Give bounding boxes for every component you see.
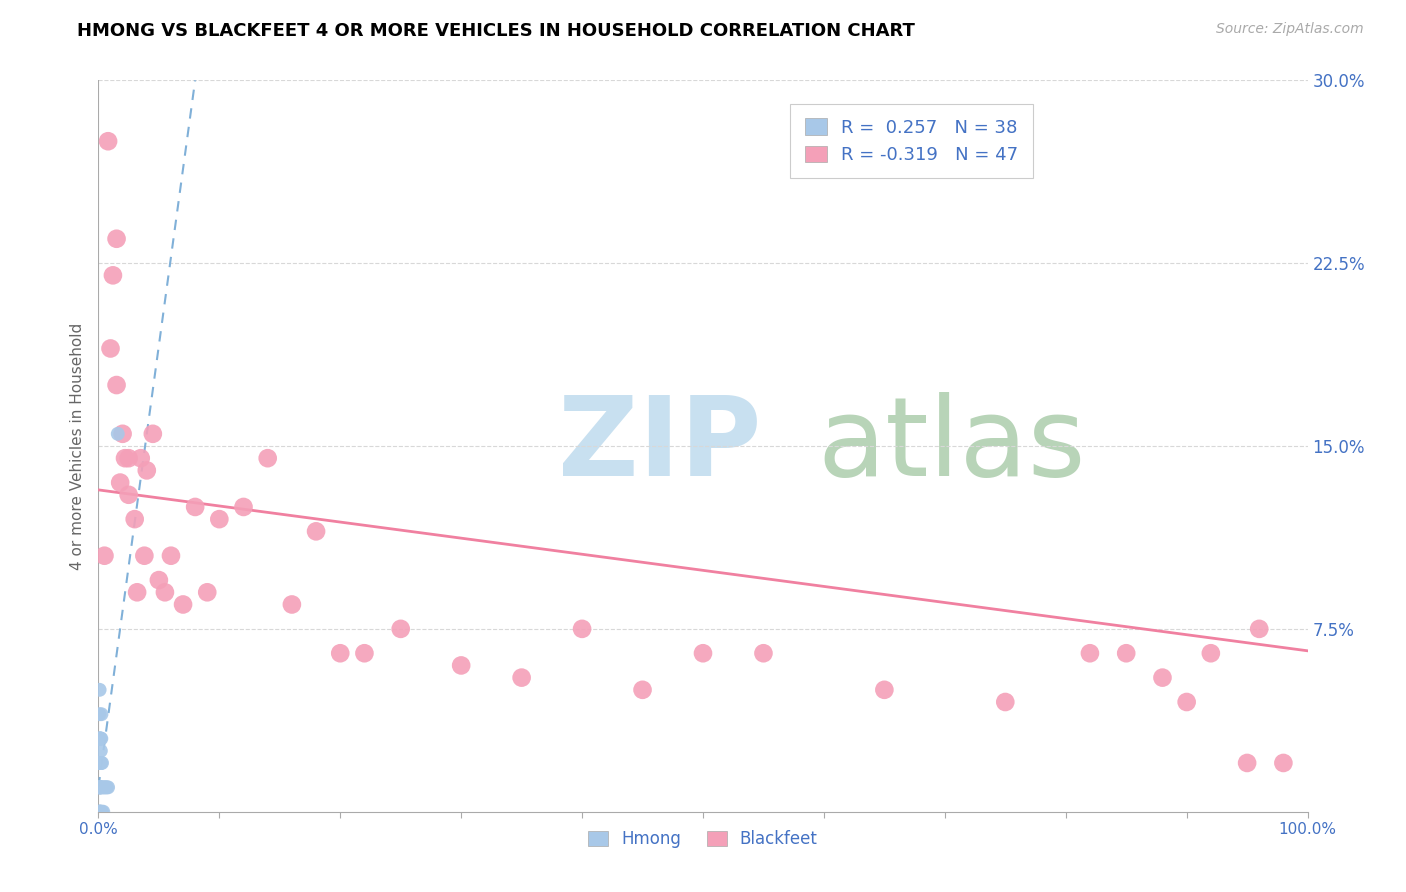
Point — [90, 731, 112, 746]
Point — [118, 488, 141, 502]
Text: HMONG VS BLACKFEET 4 OR MORE VEHICLES IN HOUSEHOLD CORRELATION CHART: HMONG VS BLACKFEET 4 OR MORE VEHICLES IN… — [77, 22, 915, 40]
Point — [195, 585, 218, 599]
Point — [172, 598, 194, 612]
Point — [329, 646, 352, 660]
Point — [107, 426, 129, 441]
Point — [89, 731, 111, 746]
Point — [89, 805, 111, 819]
Text: atlas: atlas — [818, 392, 1087, 500]
Point — [90, 805, 112, 819]
Point — [118, 451, 141, 466]
Point — [89, 731, 111, 746]
Point — [91, 780, 114, 795]
Point — [232, 500, 254, 514]
Point — [111, 426, 134, 441]
Point — [89, 805, 111, 819]
Point — [93, 549, 115, 563]
Text: ZIP: ZIP — [558, 392, 761, 500]
Point — [1199, 646, 1222, 660]
Point — [142, 426, 165, 441]
Point — [160, 549, 183, 563]
Point — [127, 585, 149, 599]
Point — [105, 232, 128, 246]
Legend: Hmong, Blackfeet: Hmong, Blackfeet — [582, 823, 824, 855]
Point — [97, 134, 120, 148]
Point — [89, 682, 111, 697]
Point — [89, 731, 111, 746]
Point — [752, 646, 775, 660]
Point — [89, 756, 111, 770]
Point — [135, 463, 157, 477]
Point — [89, 756, 111, 770]
Point — [1175, 695, 1198, 709]
Point — [93, 780, 115, 795]
Point — [389, 622, 412, 636]
Point — [124, 512, 146, 526]
Point — [91, 805, 114, 819]
Point — [89, 731, 111, 746]
Point — [89, 780, 111, 795]
Point — [97, 780, 120, 795]
Point — [89, 780, 111, 795]
Point — [153, 585, 176, 599]
Point — [89, 707, 111, 722]
Point — [148, 573, 170, 587]
Point — [89, 756, 111, 770]
Point — [631, 682, 654, 697]
Point — [1236, 756, 1258, 770]
Text: Source: ZipAtlas.com: Source: ZipAtlas.com — [1216, 22, 1364, 37]
Point — [89, 756, 111, 770]
Point — [101, 268, 124, 283]
Point — [90, 731, 112, 746]
Point — [281, 598, 304, 612]
Point — [305, 524, 328, 539]
Point — [1115, 646, 1137, 660]
Point — [510, 671, 533, 685]
Point — [134, 549, 156, 563]
Point — [1152, 671, 1174, 685]
Point — [994, 695, 1017, 709]
Point — [450, 658, 472, 673]
Point — [184, 500, 207, 514]
Point — [89, 756, 111, 770]
Point — [114, 451, 136, 466]
Point — [91, 756, 114, 770]
Point — [353, 646, 375, 660]
Point — [105, 378, 128, 392]
Point — [1249, 622, 1271, 636]
Point — [208, 512, 231, 526]
Point — [90, 780, 112, 795]
Point — [94, 780, 117, 795]
Point — [89, 805, 111, 819]
Point — [91, 805, 114, 819]
Point — [96, 780, 118, 795]
Point — [89, 805, 111, 819]
Y-axis label: 4 or more Vehicles in Household: 4 or more Vehicles in Household — [70, 322, 86, 570]
Point — [256, 451, 278, 466]
Point — [129, 451, 152, 466]
Point — [89, 780, 111, 795]
Point — [1272, 756, 1295, 770]
Point — [90, 744, 112, 758]
Point — [571, 622, 593, 636]
Point — [108, 475, 131, 490]
Point — [91, 780, 114, 795]
Point — [89, 805, 111, 819]
Point — [692, 646, 714, 660]
Point — [89, 780, 111, 795]
Point — [873, 682, 896, 697]
Point — [90, 756, 112, 770]
Point — [89, 780, 111, 795]
Point — [90, 707, 112, 722]
Point — [100, 342, 122, 356]
Point — [1078, 646, 1101, 660]
